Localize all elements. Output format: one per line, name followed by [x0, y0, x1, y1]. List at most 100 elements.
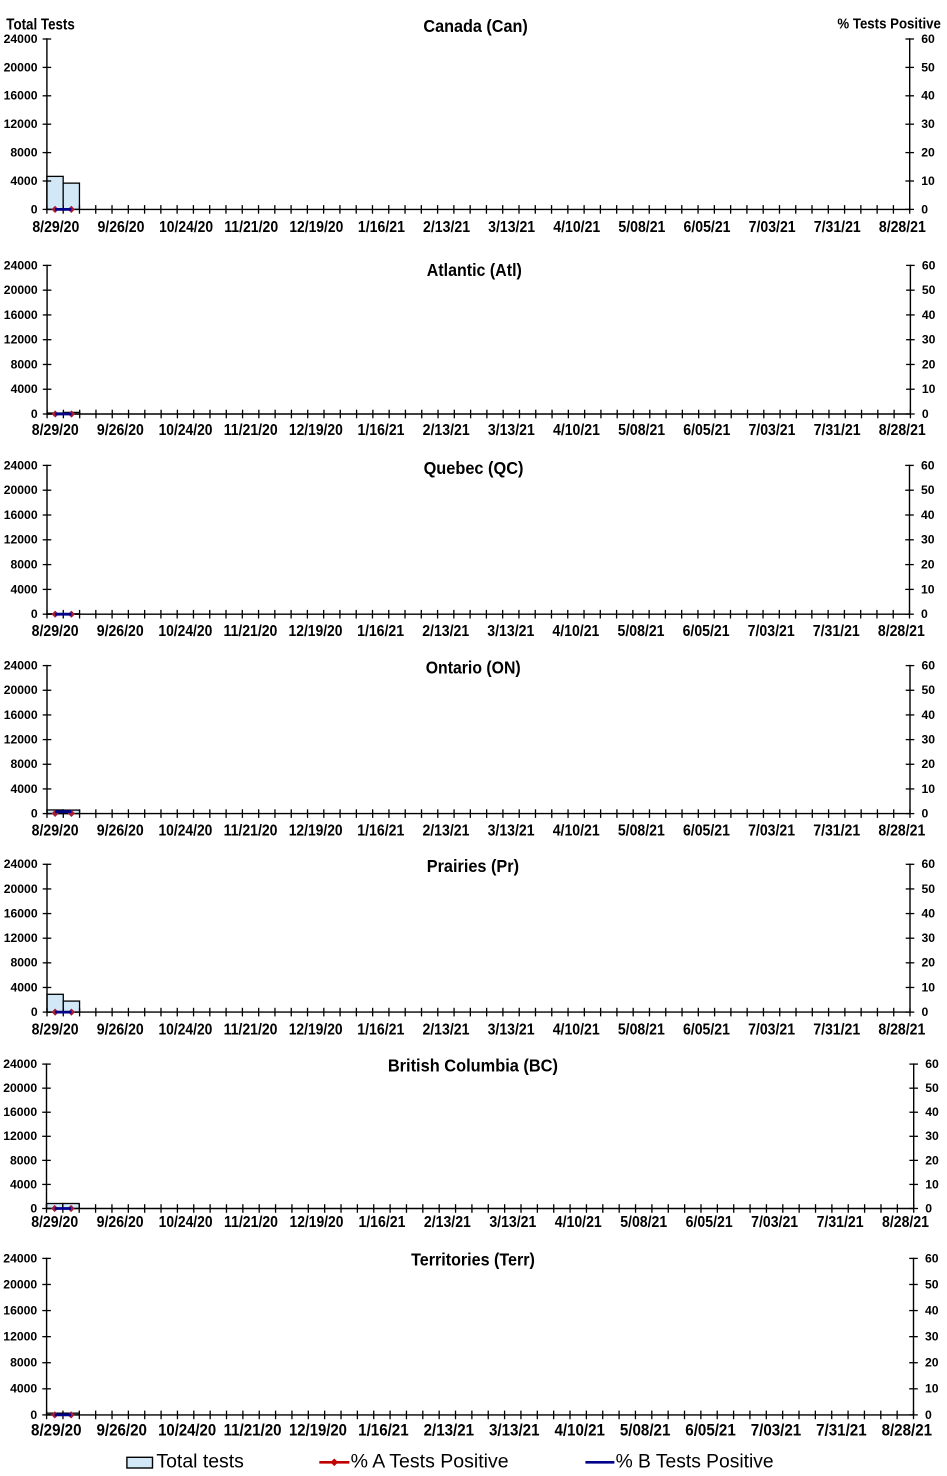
svg-text:60: 60: [922, 857, 936, 871]
svg-text:16000: 16000: [4, 906, 38, 920]
svg-text:7/03/21: 7/03/21: [748, 1021, 795, 1038]
svg-text:8000: 8000: [11, 357, 38, 371]
svg-text:24000: 24000: [4, 458, 38, 472]
svg-text:60: 60: [925, 1251, 939, 1265]
svg-text:8/28/21: 8/28/21: [882, 1214, 929, 1231]
svg-text:8000: 8000: [10, 1356, 37, 1370]
svg-text:% Tests Positive: % Tests Positive: [837, 16, 941, 32]
svg-text:11/21/20: 11/21/20: [224, 219, 278, 236]
svg-text:12000: 12000: [3, 1129, 37, 1143]
svg-text:9/26/20: 9/26/20: [97, 1214, 144, 1231]
svg-text:50: 50: [922, 283, 936, 297]
svg-text:20: 20: [922, 357, 936, 371]
svg-text:20000: 20000: [4, 60, 38, 74]
svg-text:8/28/21: 8/28/21: [878, 823, 925, 840]
svg-text:20000: 20000: [3, 1081, 37, 1095]
svg-text:Ontario (ON): Ontario (ON): [426, 657, 521, 677]
svg-text:8000: 8000: [10, 757, 37, 771]
svg-text:50: 50: [922, 882, 936, 896]
svg-text:11/21/20: 11/21/20: [224, 422, 278, 439]
svg-text:0: 0: [30, 1408, 37, 1422]
svg-text:10/24/20: 10/24/20: [158, 623, 212, 640]
svg-text:10: 10: [925, 1382, 939, 1396]
svg-text:8/29/20: 8/29/20: [32, 823, 79, 840]
svg-text:8000: 8000: [10, 146, 37, 160]
svg-text:9/26/20: 9/26/20: [97, 1021, 144, 1038]
svg-text:10/24/20: 10/24/20: [158, 823, 212, 840]
svg-text:0: 0: [31, 607, 38, 621]
svg-text:12/19/20: 12/19/20: [289, 1021, 343, 1038]
svg-text:50: 50: [925, 1081, 939, 1095]
svg-text:11/21/20: 11/21/20: [223, 623, 277, 640]
svg-text:30: 30: [922, 733, 936, 747]
svg-text:4/10/21: 4/10/21: [553, 219, 600, 236]
svg-text:8/29/20: 8/29/20: [31, 1420, 81, 1439]
svg-text:8/29/20: 8/29/20: [32, 422, 79, 439]
svg-text:7/31/21: 7/31/21: [816, 1420, 866, 1439]
svg-text:8000: 8000: [10, 558, 37, 572]
svg-text:60: 60: [921, 458, 935, 472]
svg-text:12000: 12000: [4, 733, 38, 747]
svg-text:1/16/21: 1/16/21: [357, 1021, 404, 1038]
svg-text:16000: 16000: [3, 1303, 37, 1317]
svg-text:8/28/21: 8/28/21: [879, 219, 926, 236]
svg-text:2/13/21: 2/13/21: [422, 1021, 469, 1038]
svg-text:Total tests: Total tests: [156, 1451, 244, 1472]
svg-text:2/13/21: 2/13/21: [422, 823, 469, 840]
svg-text:Quebec (QC): Quebec (QC): [424, 458, 524, 478]
svg-text:8000: 8000: [10, 956, 37, 970]
svg-text:3/13/21: 3/13/21: [488, 823, 535, 840]
svg-text:30: 30: [922, 931, 936, 945]
svg-text:Atlantic (Atl): Atlantic (Atl): [427, 260, 522, 280]
svg-text:12/19/20: 12/19/20: [289, 219, 343, 236]
svg-text:0: 0: [31, 807, 38, 821]
svg-text:10/24/20: 10/24/20: [158, 1420, 216, 1439]
svg-text:4/10/21: 4/10/21: [553, 1021, 600, 1038]
svg-text:4000: 4000: [10, 980, 37, 994]
svg-text:7/03/21: 7/03/21: [751, 1214, 798, 1231]
svg-text:2/13/21: 2/13/21: [423, 219, 470, 236]
svg-text:Canada (Can): Canada (Can): [423, 16, 527, 36]
svg-text:5/08/21: 5/08/21: [618, 623, 665, 640]
svg-text:1/16/21: 1/16/21: [358, 1214, 405, 1231]
svg-text:4000: 4000: [10, 582, 37, 596]
svg-text:0: 0: [31, 407, 38, 421]
svg-text:4000: 4000: [11, 382, 38, 396]
svg-text:20: 20: [925, 1356, 939, 1370]
svg-text:7/31/21: 7/31/21: [814, 219, 861, 236]
svg-text:6/05/21: 6/05/21: [683, 823, 730, 840]
svg-text:0: 0: [922, 407, 929, 421]
svg-text:20000: 20000: [4, 882, 38, 896]
svg-text:10: 10: [922, 980, 936, 994]
svg-text:3/13/21: 3/13/21: [488, 422, 535, 439]
svg-text:12000: 12000: [4, 117, 38, 131]
svg-text:20: 20: [925, 1153, 939, 1167]
svg-text:1/16/21: 1/16/21: [358, 219, 405, 236]
svg-text:3/13/21: 3/13/21: [488, 1021, 535, 1038]
svg-text:1/16/21: 1/16/21: [357, 623, 404, 640]
svg-text:6/05/21: 6/05/21: [683, 1021, 730, 1038]
svg-text:Total Tests: Total Tests: [6, 17, 75, 34]
svg-text:7/03/21: 7/03/21: [748, 422, 795, 439]
svg-text:30: 30: [921, 533, 935, 547]
svg-text:6/05/21: 6/05/21: [686, 1214, 733, 1231]
svg-text:40: 40: [922, 308, 936, 322]
svg-text:3/13/21: 3/13/21: [488, 219, 535, 236]
svg-text:1/16/21: 1/16/21: [358, 1420, 408, 1439]
svg-text:16000: 16000: [4, 708, 38, 722]
svg-text:40: 40: [921, 89, 935, 103]
svg-text:20000: 20000: [4, 683, 38, 697]
svg-text:60: 60: [922, 659, 936, 673]
svg-text:British Columbia (BC): British Columbia (BC): [388, 1055, 558, 1075]
svg-text:8/29/20: 8/29/20: [32, 623, 79, 640]
svg-text:0: 0: [925, 1408, 932, 1422]
svg-text:2/13/21: 2/13/21: [423, 422, 470, 439]
svg-text:20: 20: [922, 956, 936, 970]
svg-text:4000: 4000: [10, 782, 37, 796]
svg-text:5/08/21: 5/08/21: [618, 823, 665, 840]
svg-text:4000: 4000: [10, 1177, 37, 1191]
svg-text:1/16/21: 1/16/21: [357, 823, 404, 840]
svg-text:6/05/21: 6/05/21: [685, 1420, 735, 1439]
svg-text:30: 30: [921, 117, 935, 131]
svg-text:4000: 4000: [10, 174, 37, 188]
